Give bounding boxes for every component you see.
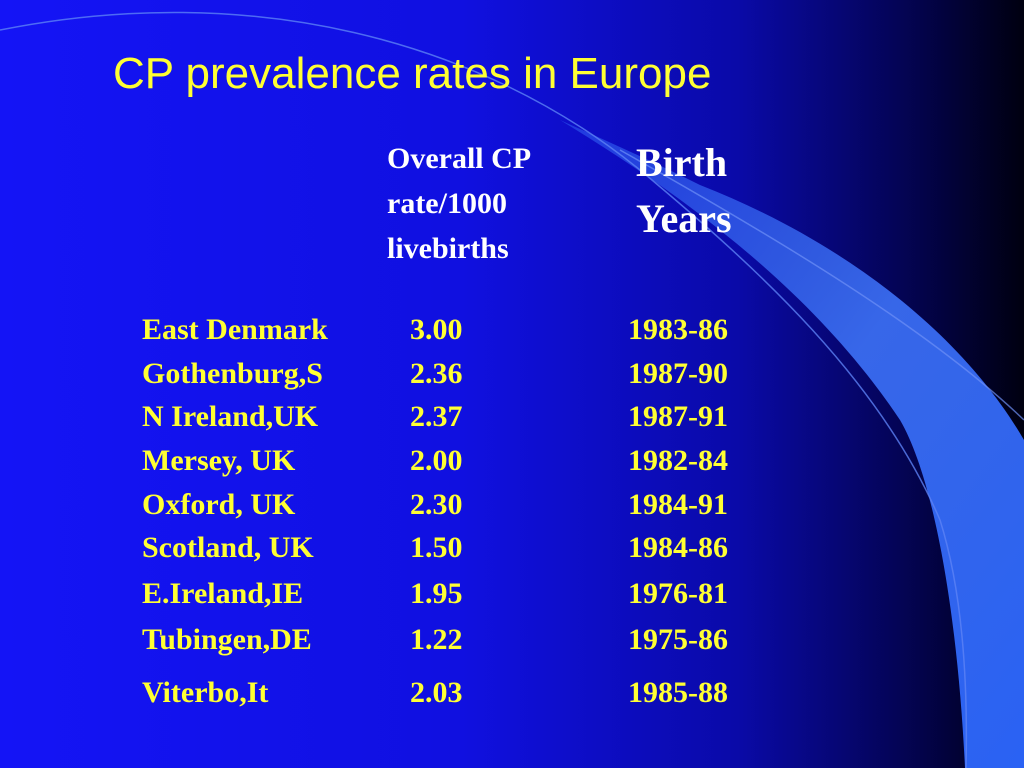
rate-cell: 2.00 xyxy=(410,444,463,477)
years-cell: 1987-90 xyxy=(628,357,728,390)
swoosh-outer-line xyxy=(619,149,1024,421)
column-header-rate: Overall CP rate/1000 livebirths xyxy=(387,136,531,271)
region-cell: N Ireland,UK xyxy=(142,400,319,433)
years-cell: 1975-86 xyxy=(628,623,728,656)
region-cell: East Denmark xyxy=(142,313,328,346)
table-row: Oxford, UK 2.30 1984-91 xyxy=(0,485,1024,525)
page-title: CP prevalence rates in Europe xyxy=(113,49,712,98)
region-cell: Tubingen,DE xyxy=(142,623,312,656)
rate-cell: 2.36 xyxy=(410,357,463,390)
years-cell: 1982-84 xyxy=(628,444,728,477)
rate-cell: 1.50 xyxy=(410,531,463,564)
column-header-rate-line: Overall CP xyxy=(387,142,532,175)
years-cell: 1987-91 xyxy=(628,400,728,433)
column-header-years-line: Years xyxy=(636,196,732,241)
region-cell: E.Ireland,IE xyxy=(142,577,304,610)
table-row: Mersey, UK 2.00 1982-84 xyxy=(0,441,1024,481)
rate-cell: 3.00 xyxy=(410,313,463,346)
rate-cell: 2.30 xyxy=(410,488,463,521)
region-cell: Viterbo,It xyxy=(142,676,269,709)
table-row: East Denmark 3.00 1983-86 xyxy=(0,310,1024,350)
years-cell: 1984-91 xyxy=(628,488,728,521)
column-header-rate-line: livebirths xyxy=(387,232,509,265)
rate-cell: 2.37 xyxy=(410,400,463,433)
table-row: Tubingen,DE 1.22 1975-86 xyxy=(0,620,1024,660)
region-cell: Scotland, UK xyxy=(142,531,314,564)
swoosh-arc-line xyxy=(0,11,968,768)
years-cell: 1983-86 xyxy=(628,313,728,346)
rate-cell: 1.95 xyxy=(410,577,463,610)
table-row: Scotland, UK 1.50 1984-86 xyxy=(0,528,1024,568)
column-header-rate-line: rate/1000 xyxy=(387,187,507,220)
column-header-years: Birth Years xyxy=(636,135,732,247)
years-cell: 1976-81 xyxy=(628,577,728,610)
years-cell: 1984-86 xyxy=(628,531,728,564)
table-row: Viterbo,It 2.03 1985-88 xyxy=(0,673,1024,713)
table-row: N Ireland,UK 2.37 1987-91 xyxy=(0,397,1024,437)
table-row: Gothenburg,S 2.36 1987-90 xyxy=(0,354,1024,394)
region-cell: Mersey, UK xyxy=(142,444,296,477)
years-cell: 1985-88 xyxy=(628,676,728,709)
table-row: E.Ireland,IE 1.95 1976-81 xyxy=(0,574,1024,614)
region-cell: Oxford, UK xyxy=(142,488,296,521)
region-cell: Gothenburg,S xyxy=(142,357,323,390)
column-header-years-line: Birth xyxy=(636,140,728,185)
rate-cell: 1.22 xyxy=(410,623,463,656)
rate-cell: 2.03 xyxy=(410,676,463,709)
